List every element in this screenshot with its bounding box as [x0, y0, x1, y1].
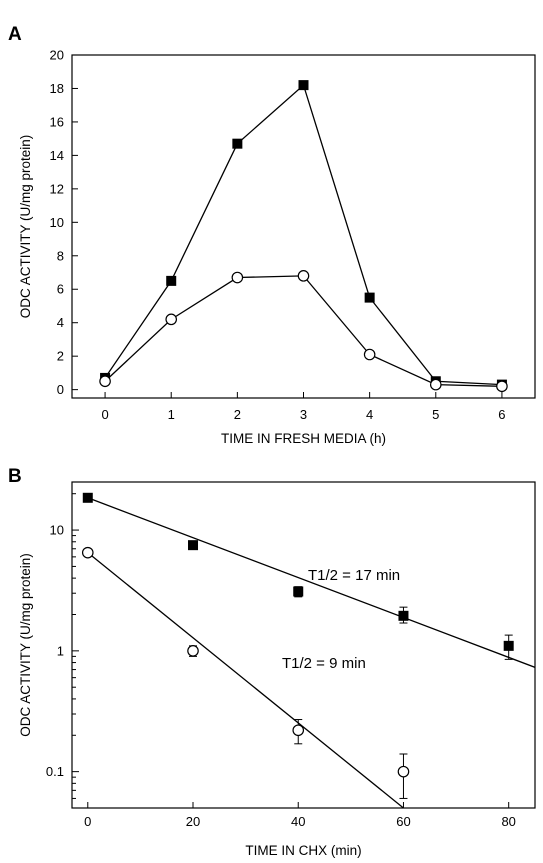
y-tick-label: 18 — [50, 81, 64, 96]
series-line-0 — [104, 83, 502, 386]
y-tick-label: 8 — [57, 248, 64, 263]
data-point — [363, 348, 376, 361]
data-point — [292, 724, 305, 737]
y-tick-label: 12 — [50, 181, 64, 196]
data-point — [429, 378, 442, 391]
x-axis-title: TIME IN CHX (min) — [245, 843, 361, 858]
data-point — [297, 270, 310, 282]
data-point — [81, 546, 94, 559]
y-tick-label: 1 — [57, 643, 64, 658]
series-line-1 — [104, 275, 502, 387]
x-tick-label: 2 — [234, 407, 241, 422]
data-point — [293, 586, 304, 597]
data-point — [82, 492, 93, 503]
data-point — [188, 540, 199, 551]
panel-letter-a: A — [8, 24, 22, 45]
x-tick-label: 3 — [300, 407, 307, 422]
data-point — [503, 640, 514, 651]
x-tick-label: 4 — [366, 407, 373, 422]
data-point — [166, 275, 177, 286]
y-tick-label: 14 — [50, 148, 64, 163]
data-point — [496, 380, 508, 393]
y-tick-label: 2 — [57, 349, 64, 364]
y-tick-label: 10 — [50, 215, 64, 230]
y-tick-label: 16 — [50, 114, 64, 129]
chart-panel-b: 0.1 1 10 0 20 40 60 80 TIME IN CHX (min) ODC ACTI… — [18, 481, 536, 858]
data-point — [232, 138, 243, 149]
x-tick-label: 80 — [501, 814, 515, 829]
x-tick-label: 0 — [84, 814, 91, 829]
y-tick-label: 0 — [57, 382, 64, 397]
data-point — [397, 765, 410, 778]
fit-line-1 — [87, 552, 404, 808]
x-tick-label: 40 — [291, 814, 305, 829]
y-axis-title: ODC ACTIVITY (U/mg protein) — [18, 553, 33, 737]
x-tick-label: 20 — [186, 814, 200, 829]
data-point — [398, 610, 409, 621]
y-axis-title: ODC ACTIVITY (U/mg protein) — [18, 135, 33, 319]
x-tick-label: 1 — [168, 407, 175, 422]
x-tick-label: 0 — [101, 407, 108, 422]
annotation-half-life: T1/2 = 9 min — [282, 655, 366, 672]
data-point — [231, 271, 244, 284]
x-tick-label: 5 — [432, 407, 439, 422]
annotation-half-life: T1/2 = 17 min — [308, 567, 400, 584]
data-point — [298, 80, 309, 91]
y-tick-label: 10 — [50, 523, 64, 538]
x-tick-label: 6 — [498, 407, 505, 422]
y-tick-label: 6 — [57, 282, 64, 297]
data-point — [364, 292, 375, 303]
panel-letter-b: B — [8, 466, 22, 487]
x-tick-label: 60 — [396, 814, 410, 829]
y-tick-label: 0.1 — [46, 764, 64, 779]
data-point — [99, 375, 111, 388]
y-tick-label: 4 — [57, 315, 64, 330]
fit-line-0 — [87, 497, 535, 668]
plot-frame — [71, 481, 536, 809]
x-axis-title: TIME IN FRESH MEDIA (h) — [221, 431, 386, 446]
data-point — [165, 313, 178, 326]
y-tick-label: 20 — [50, 48, 64, 63]
data-point — [187, 645, 199, 657]
